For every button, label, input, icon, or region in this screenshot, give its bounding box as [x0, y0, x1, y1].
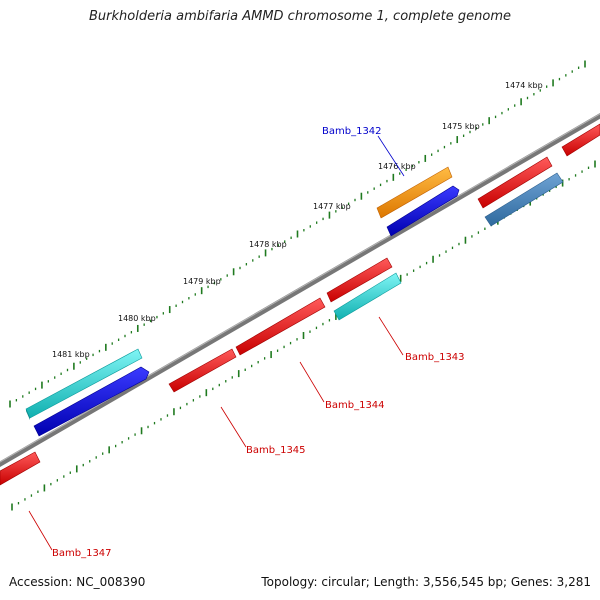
kbp-label: 1475 kbp [442, 122, 480, 131]
gene-feature-blue-bamb1342[interactable] [386, 185, 460, 237]
gene-label-bamb1343[interactable]: Bamb_1343 [405, 352, 465, 363]
gene-feature-red-outer-right[interactable] [477, 156, 553, 209]
chromosome-backbone [0, 113, 600, 467]
gene-feature-red-bamb1347[interactable] [0, 451, 41, 486]
kbp-label: 1480 kbp [118, 314, 156, 323]
leader-line-bamb1343 [378, 316, 404, 356]
gene-label-bamb1345[interactable]: Bamb_1345 [246, 445, 306, 456]
gene-feature-cyan-outer[interactable] [25, 348, 143, 420]
kbp-label: 1479 kbp [183, 277, 221, 286]
gene-feature-red-edge-right[interactable] [561, 123, 600, 157]
kbp-label: 1474 kbp [505, 81, 543, 90]
gene-feature-steel-outer-right[interactable] [484, 172, 564, 227]
leader-line-bamb1342 [377, 135, 405, 177]
leader-line-bamb1347 [28, 510, 53, 551]
gene-label-bamb1342[interactable]: Bamb_1342 [322, 126, 382, 137]
gene-label-bamb1347[interactable]: Bamb_1347 [52, 548, 112, 559]
gene-feature-blue-outer[interactable] [33, 366, 150, 437]
gene-label-bamb1344[interactable]: Bamb_1344 [325, 400, 385, 411]
leader-line-bamb1345 [220, 406, 247, 448]
gene-feature-cyan-bamb1343[interactable] [333, 272, 402, 321]
kbp-label: 1476 kbp [378, 162, 416, 171]
gene-feature-red-bamb1344[interactable] [235, 297, 326, 356]
gene-feature-orange-bamb1342[interactable] [376, 166, 453, 219]
leader-line-bamb1344 [299, 361, 325, 403]
outer-scale-ticks [9, 60, 586, 408]
genome-stats-text: Topology: circular; Length: 3,556,545 bp… [261, 575, 591, 589]
map-title: Burkholderia ambifaria AMMD chromosome 1… [88, 9, 512, 24]
accession-text: Accession: NC_008390 [9, 575, 146, 589]
kbp-label: 1481 kbp [52, 350, 90, 359]
chromosome-backbone-highlight [0, 113, 600, 463]
kbp-label: 1477 kbp [313, 202, 351, 211]
kbp-label: 1478 kbp [249, 240, 287, 249]
gene-feature-red-bamb1345[interactable] [168, 348, 237, 393]
gene-feature-red-bamb1343[interactable] [326, 257, 393, 303]
